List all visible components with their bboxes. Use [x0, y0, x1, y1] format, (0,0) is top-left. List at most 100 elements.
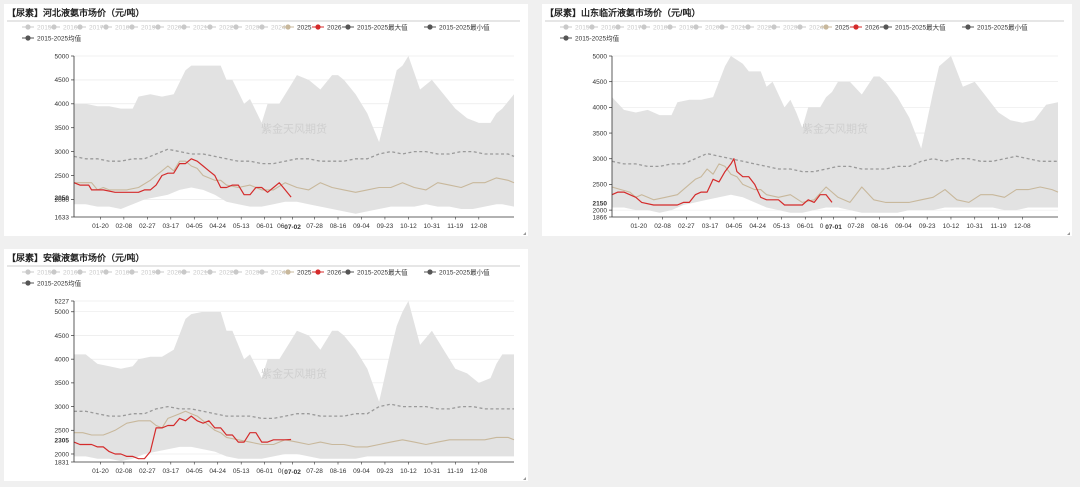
legend-item-max[interactable]: 2015-2025最大值 — [342, 22, 408, 31]
legend-label: 2025 — [297, 24, 312, 31]
legend-item-2020[interactable]: 2020 — [152, 269, 182, 276]
legend-label: 2022 — [219, 24, 234, 31]
legend-item-2017[interactable]: 2017 — [612, 24, 642, 31]
chart-panel-anhui: 【尿素】安徽液氨市场价（元/吨） 2015 2016 2017 2018 2019 2020… — [4, 249, 528, 481]
legend-item-2016[interactable]: 2016 — [586, 24, 616, 31]
legend-item-2017[interactable]: 2017 — [74, 24, 104, 31]
x-tick-label: 02-08 — [116, 468, 133, 475]
x-tick-label: 0 — [820, 223, 824, 230]
legend-marker — [259, 269, 265, 275]
legend-item-2015[interactable]: 2015 — [22, 269, 52, 276]
x-tick-label: 08-16 — [871, 223, 888, 230]
legend-item-max[interactable]: 2015-2025最大值 — [342, 267, 408, 276]
legend-item-2021[interactable]: 2021 — [716, 24, 746, 31]
legend-item-2020[interactable]: 2020 — [690, 24, 720, 31]
legend-item-2018[interactable]: 2018 — [100, 24, 130, 31]
legend-label: 2020 — [167, 24, 182, 31]
legend-item-min[interactable]: 2015-2025最小值 — [424, 22, 490, 31]
legend-item-2023[interactable]: 2023 — [230, 269, 260, 276]
legend-item-2024[interactable]: 2024 — [794, 24, 824, 31]
y-tick-label: 3000 — [55, 149, 70, 156]
chart-title: 【尿素】山东临沂液氨市场价（元/吨） — [545, 7, 701, 18]
x-tick-label: 06-01 — [256, 468, 273, 475]
legend-item-2019[interactable]: 2019 — [664, 24, 694, 31]
legend-label: 2019 — [141, 269, 156, 276]
legend-label: 2025 — [835, 24, 850, 31]
legend-item-2022[interactable]: 2022 — [742, 24, 772, 31]
chart-anhui: 【尿素】安徽液氨市场价（元/吨） 2015 2016 2017 2018 2019 2020… — [7, 252, 520, 476]
y-tick-label: 3500 — [55, 380, 70, 387]
legend-item-2021[interactable]: 2021 — [178, 269, 208, 276]
legend-item-2023[interactable]: 2023 — [768, 24, 798, 31]
legend-marker — [103, 24, 109, 30]
y-tick-label: 4000 — [55, 356, 70, 363]
x-tick-label: 06-01 — [256, 223, 273, 230]
legend-item-2026[interactable]: 2026 — [312, 269, 342, 276]
series-line-2026 — [611, 158, 833, 206]
legend-item-2022[interactable]: 2022 — [204, 24, 234, 31]
legend-item-min[interactable]: 2015-2025最小值 — [962, 22, 1028, 31]
legend-marker — [259, 24, 265, 30]
y-tick-label: 5000 — [55, 53, 70, 60]
legend-marker — [51, 24, 57, 30]
resize-handle-icon[interactable] — [1067, 232, 1070, 235]
legend-item-2024[interactable]: 2024 — [256, 24, 286, 31]
legend-item-avg[interactable]: 2015-2025均值 — [22, 33, 82, 42]
legend-item-min[interactable]: 2015-2025最小值 — [424, 267, 490, 276]
x-tick-label: 10-31 — [424, 468, 441, 475]
legend-item-2019[interactable]: 2019 — [126, 269, 156, 276]
legend-item-max[interactable]: 2015-2025最大值 — [880, 22, 946, 31]
x-tick-label: 10-31 — [966, 223, 983, 230]
legend-item-2016[interactable]: 2016 — [48, 24, 78, 31]
legend: 2015 2016 2017 2018 2019 2020 2021 2022 2023 2024… — [22, 267, 490, 287]
legend-marker — [77, 269, 83, 275]
x-tick-label: 02-27 — [139, 223, 156, 230]
legend-marker — [315, 269, 321, 275]
legend-label: 2018 — [115, 269, 130, 276]
legend-item-2017[interactable]: 2017 — [74, 269, 104, 276]
legend-marker — [129, 24, 135, 30]
legend-marker — [129, 269, 135, 275]
x-tick-label: 09-04 — [353, 223, 370, 230]
y-tick-label: 4500 — [593, 79, 608, 86]
legend-item-2026[interactable]: 2026 — [850, 24, 880, 31]
legend-label: 2016 — [601, 24, 616, 31]
legend-item-2025[interactable]: 2025 — [282, 24, 312, 31]
legend-item-2025[interactable]: 2025 — [282, 269, 312, 276]
legend-item-2018[interactable]: 2018 — [638, 24, 668, 31]
x-tick-label: 09-04 — [895, 223, 912, 230]
legend-marker — [25, 35, 31, 41]
legend-label: 2017 — [89, 269, 104, 276]
legend-item-2026[interactable]: 2026 — [312, 24, 342, 31]
legend-item-2024[interactable]: 2024 — [256, 269, 286, 276]
x-tick-label: 03-17 — [702, 223, 719, 230]
legend-item-avg[interactable]: 2015-2025均值 — [22, 278, 82, 287]
legend-label: 2023 — [783, 24, 798, 31]
x-tick-label: 12-08 — [1014, 223, 1031, 230]
legend-item-2025[interactable]: 2025 — [820, 24, 850, 31]
y-tick-label: 2500 — [55, 173, 70, 180]
legend-item-2022[interactable]: 2022 — [204, 269, 234, 276]
chart-hebei: 【尿素】河北液氨市场价（元/吨） 2015 2016 2017 2018 2019 2020… — [7, 7, 520, 231]
x-tick-label: 04-05 — [726, 223, 743, 230]
legend-item-2019[interactable]: 2019 — [126, 24, 156, 31]
legend-marker — [745, 24, 751, 30]
legend-item-avg[interactable]: 2015-2025均值 — [560, 33, 620, 42]
legend-item-2021[interactable]: 2021 — [178, 24, 208, 31]
legend-marker — [25, 269, 31, 275]
legend-item-2015[interactable]: 2015 — [22, 24, 52, 31]
resize-handle-icon[interactable] — [523, 477, 526, 480]
x-tick-label: 10-12 — [400, 223, 417, 230]
x-tick-label: 03-17 — [162, 223, 179, 230]
y-tick-label: 2000 — [593, 207, 608, 214]
resize-handle-icon[interactable] — [523, 232, 526, 235]
x-tick-label: 12-08 — [470, 223, 487, 230]
legend-label: 2025 — [297, 269, 312, 276]
legend-item-2016[interactable]: 2016 — [48, 269, 78, 276]
legend-item-2018[interactable]: 2018 — [100, 269, 130, 276]
y-tick-label: 3000 — [593, 156, 608, 163]
legend-item-2020[interactable]: 2020 — [152, 24, 182, 31]
legend-item-2023[interactable]: 2023 — [230, 24, 260, 31]
legend-item-2015[interactable]: 2015 — [560, 24, 590, 31]
